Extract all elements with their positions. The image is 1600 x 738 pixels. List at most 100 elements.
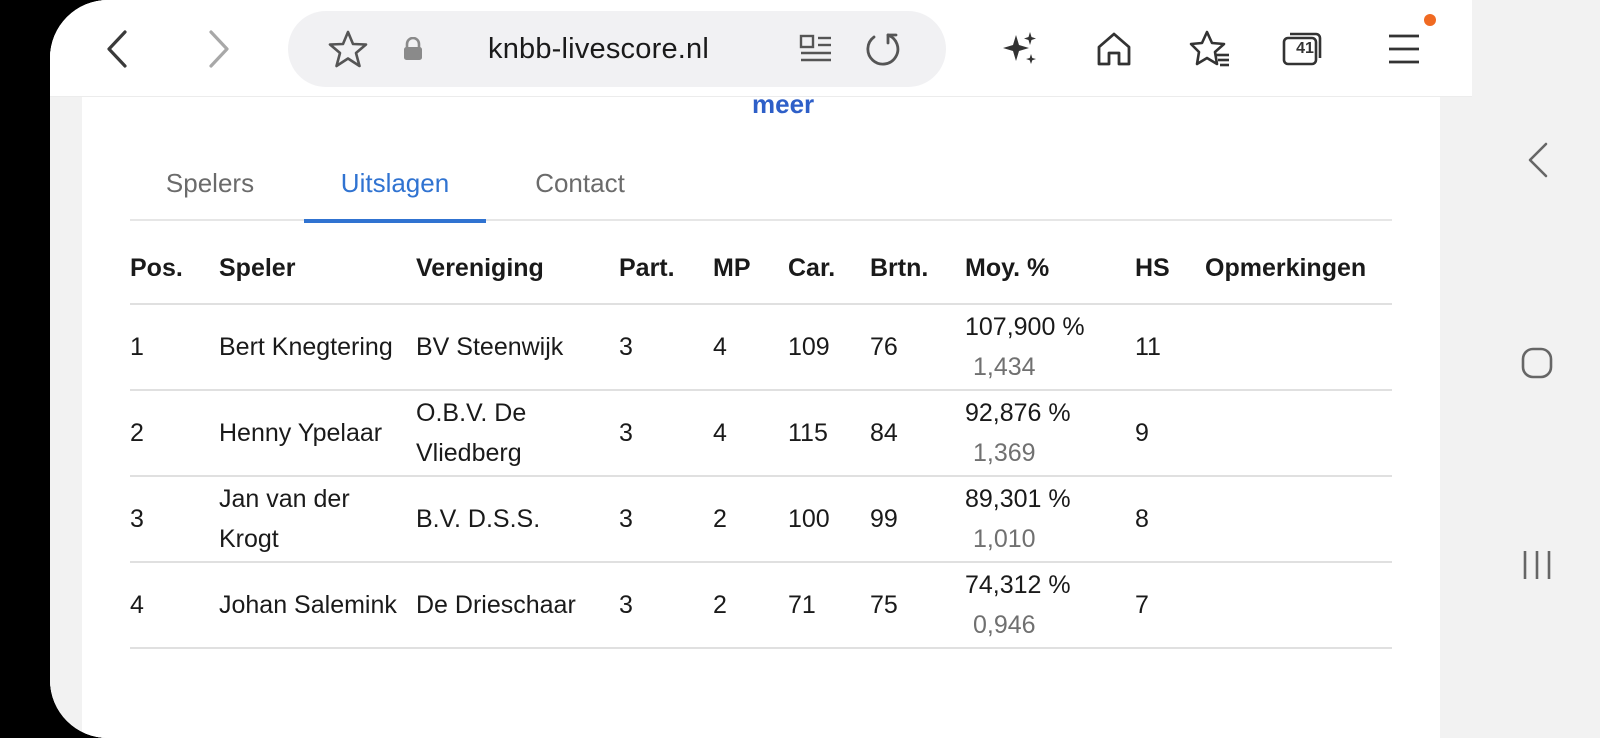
home-icon <box>1097 32 1131 66</box>
chevron-left-icon <box>1528 142 1548 178</box>
system-navigation-bar <box>1472 0 1600 738</box>
cell-pos: 1 <box>130 304 219 391</box>
page-content: meer Spelers Uitslagen Contact <box>50 89 1472 738</box>
header-brtn: Brtn. <box>870 233 965 305</box>
url-text[interactable]: knbb-livescore.nl <box>488 33 709 65</box>
cell-car: 115 <box>788 390 870 477</box>
screen: knbb-livescore.nl <box>50 0 1600 738</box>
cell-pos: 2 <box>130 390 219 477</box>
cell-speler: Jan van der Krogt <box>219 476 416 563</box>
cell-brtn: 84 <box>870 390 965 477</box>
cell-pos: 4 <box>130 562 219 649</box>
cell-moy: 74,312 % 0,946 <box>965 562 1135 649</box>
cell-brtn: 76 <box>870 304 965 391</box>
cell-opmerkingen <box>1205 390 1392 477</box>
moy-percentage: 74,312 % <box>965 571 1071 599</box>
cell-moy: 107,900 % 1,434 <box>965 304 1135 391</box>
cell-vereniging: De Drieschaar <box>416 562 619 649</box>
cell-vereniging: BV Steenwijk <box>416 304 619 391</box>
lock-icon <box>404 37 422 60</box>
cell-car: 100 <box>788 476 870 563</box>
address-bar[interactable]: knbb-livescore.nl <box>288 11 946 87</box>
sparkle-icon <box>1003 32 1036 64</box>
cell-brtn: 99 <box>870 476 965 563</box>
home-button[interactable] <box>1084 19 1144 79</box>
table-row: 1 Bert Knegtering BV Steenwijk 3 4 109 7… <box>130 304 1392 391</box>
cell-moy: 92,876 % 1,369 <box>965 390 1135 477</box>
bookmarks-button[interactable] <box>1180 19 1240 79</box>
table-row: 2 Henny Ypelaar O.B.V. De Vliedberg 3 4 … <box>130 390 1392 477</box>
table-row: 3 Jan van der Krogt B.V. D.S.S. 3 2 100 … <box>130 476 1392 563</box>
cell-hs: 7 <box>1135 562 1205 649</box>
cell-brtn: 75 <box>870 562 965 649</box>
tab-contact[interactable]: Contact <box>535 167 625 198</box>
cell-vereniging: B.V. D.S.S. <box>416 476 619 563</box>
moy-percentage: 92,876 % <box>965 399 1071 427</box>
cell-moy: 89,301 % 1,010 <box>965 476 1135 563</box>
tab-bar: Spelers Uitslagen Contact <box>130 145 1392 223</box>
recents-icon <box>1523 551 1551 579</box>
tab-uitslagen-label: Uitslagen <box>340 167 450 198</box>
chevron-left-icon <box>107 30 127 68</box>
header-mp: MP <box>713 233 788 305</box>
moy-value: 1,369 <box>973 439 1036 467</box>
moy-value: 0,946 <box>973 611 1036 639</box>
bookmarks-icon <box>1189 30 1229 67</box>
cell-car: 109 <box>788 304 870 391</box>
header-car: Car. <box>788 233 870 305</box>
system-home-button[interactable] <box>1502 328 1572 398</box>
reader-mode-icon[interactable] <box>798 31 834 67</box>
tabs-button[interactable] <box>1272 19 1332 79</box>
cell-hs: 8 <box>1135 476 1205 563</box>
active-tab-indicator <box>304 219 486 223</box>
cell-pos: 3 <box>130 476 219 563</box>
cell-opmerkingen <box>1205 476 1392 563</box>
home-circle-icon <box>1521 347 1553 379</box>
content-card: meer Spelers Uitslagen Contact <box>82 89 1440 738</box>
header-opmerkingen: Opmerkingen <box>1205 233 1392 305</box>
cell-hs: 9 <box>1135 390 1205 477</box>
header-hs: HS <box>1135 233 1205 305</box>
cell-mp: 2 <box>713 562 788 649</box>
cell-mp: 4 <box>713 304 788 391</box>
moy-percentage: 89,301 % <box>965 485 1071 513</box>
tabs-count: 41 <box>1296 40 1314 57</box>
reload-icon[interactable] <box>862 29 902 69</box>
system-back-button[interactable] <box>1502 125 1572 195</box>
cell-speler: Bert Knegtering <box>219 304 416 391</box>
cell-opmerkingen <box>1205 562 1392 649</box>
header-vereniging: Vereniging <box>416 233 619 305</box>
menu-button[interactable] <box>1374 19 1434 79</box>
more-link[interactable]: meer <box>752 89 815 119</box>
browser-window: knbb-livescore.nl <box>50 0 1472 738</box>
moy-percentage: 107,900 % <box>965 313 1085 341</box>
results-table: Pos. Speler Vereniging Part. MP Car. Brt… <box>130 233 1392 649</box>
tab-uitslagen[interactable]: Uitslagen <box>304 145 486 223</box>
tab-spelers[interactable]: Spelers <box>165 167 255 198</box>
cell-part: 3 <box>619 476 713 563</box>
system-recents-button[interactable] <box>1502 530 1572 600</box>
back-button[interactable] <box>88 19 148 79</box>
moy-value: 1,010 <box>973 525 1036 553</box>
forward-button[interactable] <box>188 19 248 79</box>
moy-value: 1,434 <box>973 353 1036 381</box>
cell-part: 3 <box>619 562 713 649</box>
star-icon[interactable] <box>328 29 368 69</box>
header-pos: Pos. <box>130 233 219 305</box>
cell-mp: 2 <box>713 476 788 563</box>
menu-icon <box>1389 34 1419 64</box>
header-speler: Speler <box>219 233 416 305</box>
notification-dot <box>1424 14 1436 26</box>
table-row: 4 Johan Salemink De Drieschaar 3 2 71 75… <box>130 562 1392 649</box>
cell-speler: Johan Salemink <box>219 562 416 649</box>
table-header-row: Pos. Speler Vereniging Part. MP Car. Brt… <box>130 233 1392 305</box>
cell-car: 71 <box>788 562 870 649</box>
ai-assistant-button[interactable] <box>990 19 1050 79</box>
tabs-icon <box>1282 32 1322 66</box>
browser-toolbar: knbb-livescore.nl <box>50 0 1472 97</box>
cell-opmerkingen <box>1205 304 1392 391</box>
chevron-right-icon <box>209 30 229 68</box>
header-moy: Moy. % <box>965 233 1135 305</box>
cell-vereniging: O.B.V. De Vliedberg <box>416 390 619 477</box>
